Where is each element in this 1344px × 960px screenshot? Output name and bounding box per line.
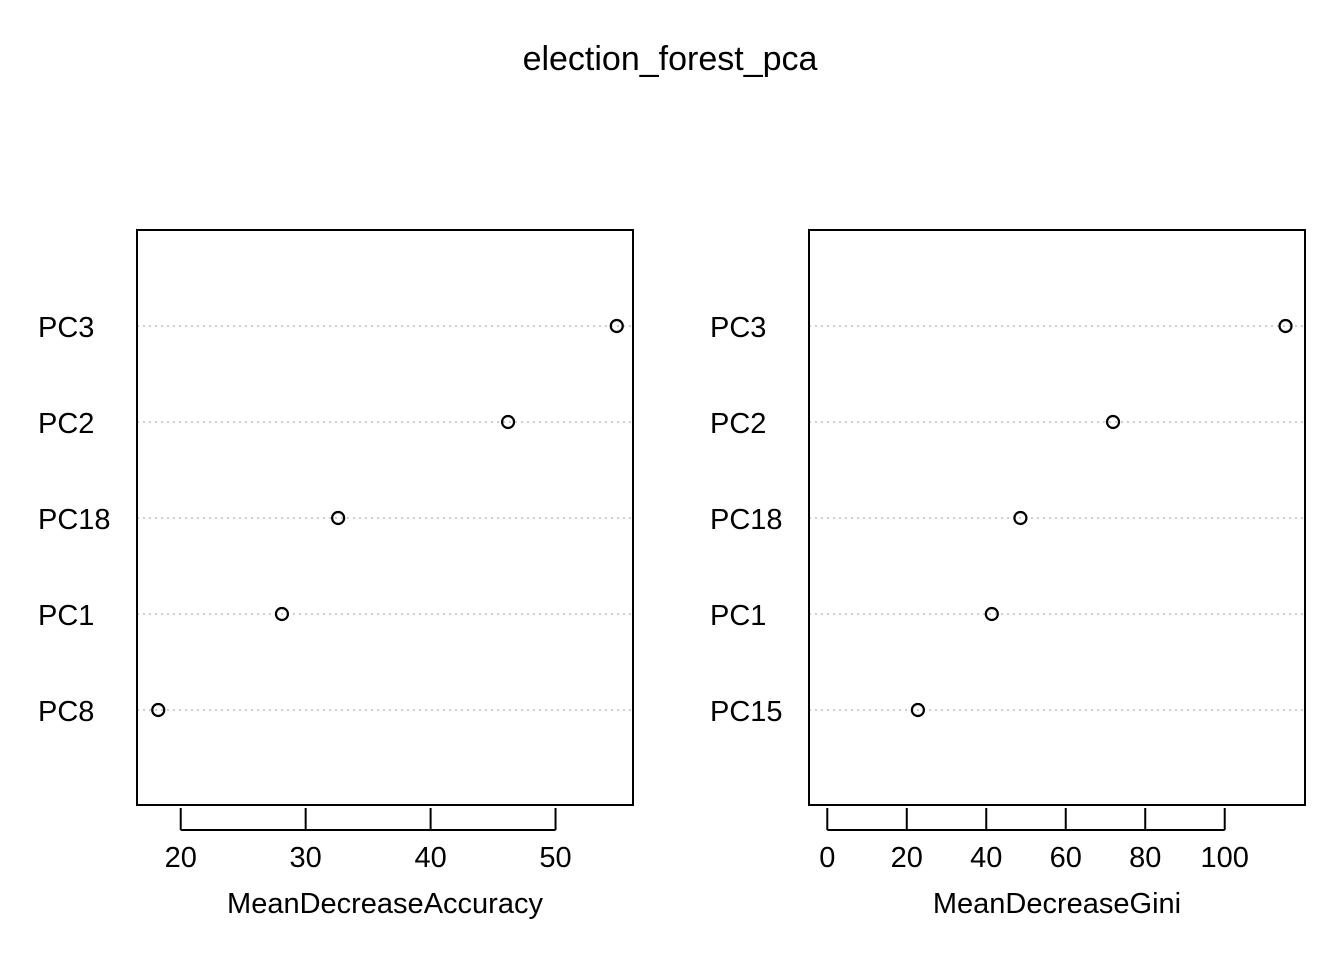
category-label: PC3 xyxy=(38,312,94,344)
x-axis-label: MeanDecreaseGini xyxy=(933,888,1181,920)
x-tick-label: 100 xyxy=(1201,842,1249,874)
x-tick-label: 80 xyxy=(1129,842,1161,874)
x-tick-label: 20 xyxy=(165,842,197,874)
x-tick-label: 0 xyxy=(819,842,835,874)
data-point xyxy=(910,702,925,718)
data-point xyxy=(1013,510,1028,526)
x-tick-label: 40 xyxy=(414,842,446,874)
data-point xyxy=(331,510,346,526)
data-point xyxy=(984,606,999,622)
data-point xyxy=(1105,414,1121,430)
x-tick-label: 40 xyxy=(970,842,1002,874)
chart-title: election_forest_pca xyxy=(523,40,818,78)
x-tick-label: 50 xyxy=(539,842,571,874)
data-point xyxy=(1278,318,1293,334)
category-label: PC18 xyxy=(710,504,783,536)
category-label: PC1 xyxy=(710,600,766,632)
category-label: PC8 xyxy=(38,696,94,728)
x-tick-label: 60 xyxy=(1050,842,1082,874)
x-axis-label: MeanDecreaseAccuracy xyxy=(227,888,543,920)
plot-frame xyxy=(136,229,634,806)
x-tick-label: 30 xyxy=(290,842,322,874)
category-label: PC1 xyxy=(38,600,94,632)
data-point xyxy=(274,606,290,622)
category-label: PC2 xyxy=(710,408,766,440)
panel-mean-decrease-gini: PC3 PC2 PC18 PC1 PC15 0 20 40 60 80 100 MeanDecreas… xyxy=(710,229,1306,920)
data-point xyxy=(500,414,516,430)
category-label: PC18 xyxy=(38,504,111,536)
category-label: PC15 xyxy=(710,696,783,728)
data-point xyxy=(609,318,624,334)
plot-frame xyxy=(808,229,1306,806)
data-point xyxy=(151,702,166,718)
x-tick-label: 20 xyxy=(891,842,923,874)
category-label: PC3 xyxy=(710,312,766,344)
panel-mean-decrease-accuracy: PC3 PC2 PC18 PC1 PC8 20 30 40 50 MeanDecreaseAccu… xyxy=(38,229,634,920)
category-label: PC2 xyxy=(38,408,94,440)
